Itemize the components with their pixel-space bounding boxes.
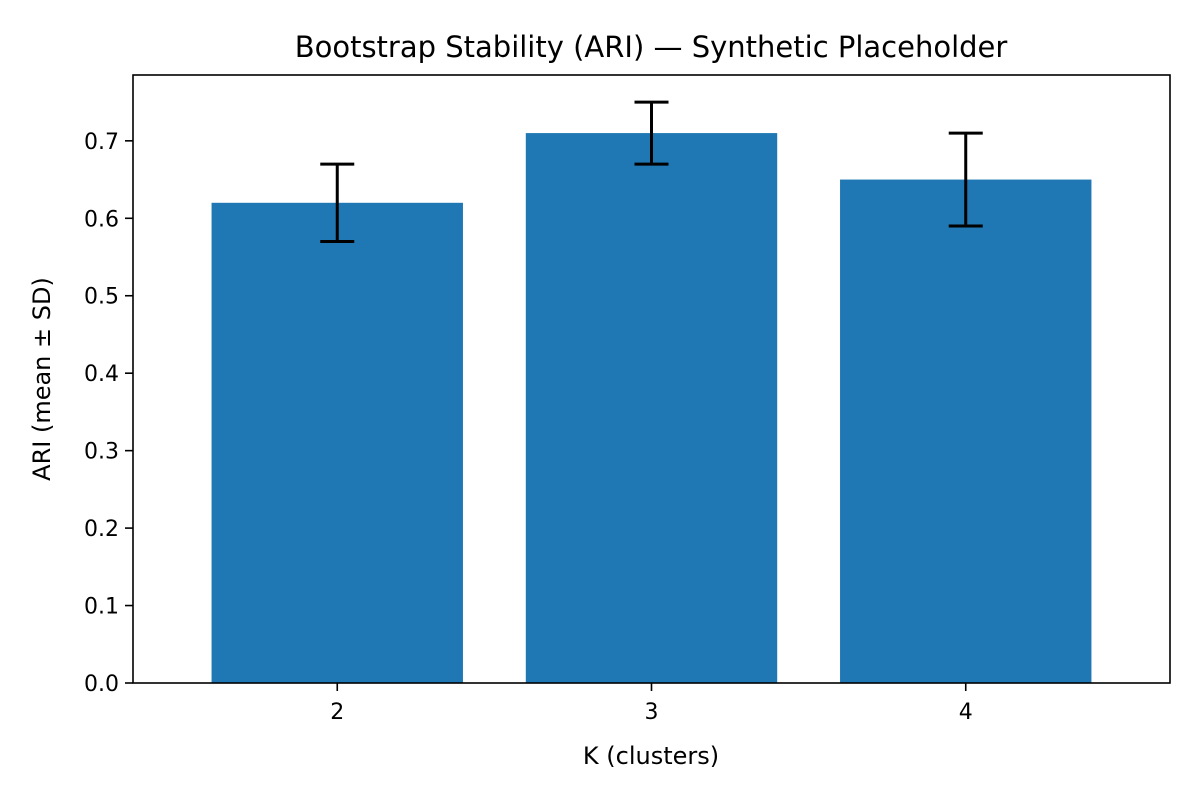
error-bar-k-3 [634, 100, 669, 166]
x-tick-label: 4 [959, 700, 973, 725]
y-axis-ticks: 0.0 0.1 0.2 0.3 0.4 0.5 0.6 0.7 [84, 130, 133, 697]
chart-title: Bootstrap Stability (ARI) — Synthetic Pl… [295, 30, 1008, 64]
y-axis-label: ARI (mean ± SD) [28, 277, 56, 481]
y-tick-label: 0.5 [84, 285, 119, 310]
bar-k-4 [840, 179, 1092, 683]
y-tick-label: 0.0 [84, 672, 119, 697]
y-tick-label: 0.3 [84, 440, 119, 465]
x-axis-ticks: 2 3 4 [330, 683, 973, 725]
bars-layer [211, 133, 1092, 683]
y-tick-label: 0.1 [84, 595, 119, 620]
y-tick-label: 0.7 [84, 130, 119, 155]
y-tick-label: 0.4 [84, 362, 119, 387]
y-tick-label: 0.2 [84, 517, 119, 542]
x-tick-label: 2 [330, 700, 344, 725]
plot-area: 0.0 0.1 0.2 0.3 0.4 0.5 0.6 0.7 2 3 4 [84, 74, 1171, 725]
bar-k-2 [211, 202, 463, 683]
y-tick-label: 0.6 [84, 207, 119, 232]
x-axis-label: K (clusters) [583, 742, 719, 770]
error-bar-k-4 [948, 131, 983, 228]
bar-k-3 [525, 133, 778, 683]
x-tick-label: 3 [645, 700, 659, 725]
error-bars-layer [320, 100, 983, 244]
error-bar-k-2 [320, 162, 355, 244]
